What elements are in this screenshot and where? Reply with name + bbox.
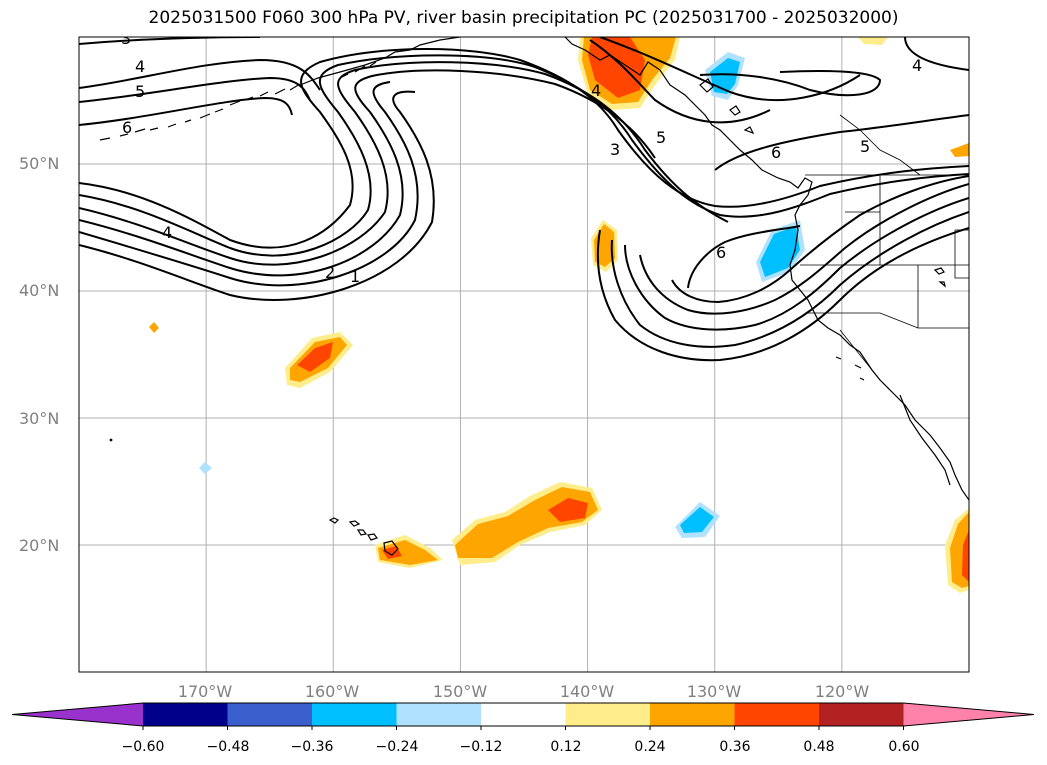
pv-contour-label: 4 [912, 56, 922, 75]
colorbar-tick-label: 0.36 [719, 739, 750, 755]
precip-patch-negative [680, 507, 714, 533]
precip-patch-negative [710, 58, 740, 94]
lon-tick-label: 130°W [687, 682, 742, 701]
lat-tick-label: 40°N [19, 281, 59, 300]
pv-contour-label: 4 [162, 223, 172, 242]
colorbar-tick-label: 0.60 [888, 739, 919, 755]
colorbar-tick-labels: −0.60 −0.48 −0.36 −0.24 −0.12 0.12 0.24 … [122, 739, 920, 755]
map-area: 3 4 5 6 4 2 1 4 3 5 6 6 4 5 [78, 29, 970, 673]
colorbar-tick-label: −0.12 [460, 739, 503, 755]
pv-contour-label: 4 [135, 57, 145, 76]
pv-contour-label: 6 [716, 243, 726, 262]
precip-patch-positive [297, 342, 333, 372]
precip-patch-positive [858, 37, 888, 45]
lon-tick-label: 170°W [178, 682, 233, 701]
colorbar-swatch [396, 703, 482, 726]
colorbar-swatch [734, 703, 820, 726]
colorbar-swatch [481, 703, 566, 726]
pv-contour-label: 6 [122, 118, 132, 137]
precip-patch-positive [950, 143, 969, 157]
colorbar-tick-label: 0.12 [550, 739, 581, 755]
lon-tick-label: 160°W [305, 682, 360, 701]
lat-tick-labels: 50°N 40°N 30°N 20°N [19, 154, 59, 555]
map-background [79, 37, 969, 672]
colorbar-tick-label: 0.48 [803, 739, 834, 755]
colorbar-swatch [565, 703, 651, 726]
precip-patch-positive [588, 37, 645, 98]
gridlines [79, 37, 969, 672]
precip-patch-positive [378, 540, 438, 565]
lat-tick-label: 30°N [19, 409, 59, 428]
colorbar-swatch [143, 703, 228, 726]
pv-contour-label: 5 [860, 137, 870, 156]
colorbar-swatch [312, 703, 397, 726]
colorbar-swatches [11, 702, 1035, 730]
pv-contour-label: 5 [135, 82, 145, 101]
pv-contour-label: 6 [771, 143, 781, 162]
lon-tick-label: 150°W [433, 682, 488, 701]
lat-tick-label: 20°N [19, 536, 59, 555]
pv-contour-label: 4 [591, 81, 601, 100]
colorbar-over-triangle [903, 703, 1034, 726]
colorbar-tick-label: −0.60 [122, 739, 165, 755]
colorbar-swatch [227, 703, 313, 726]
colorbar-under-triangle [12, 703, 143, 726]
lon-tick-label: 120°W [815, 682, 870, 701]
chart-title: 2025031500 F060 300 hPa PV, river basin … [148, 8, 899, 28]
colorbar-swatch [650, 703, 735, 726]
lon-tick-labels: 170°W 160°W 150°W 140°W 130°W 120°W [178, 682, 870, 701]
pv-contour-label: 1 [350, 267, 360, 286]
colorbar-tick-label: −0.24 [376, 739, 419, 755]
precip-patch-negative [199, 462, 212, 474]
precip-patch-positive [149, 322, 159, 333]
lat-tick-label: 50°N [19, 154, 59, 173]
precip-patch-positive [962, 530, 969, 582]
precip-patch-positive [548, 498, 588, 522]
map-frame [78, 36, 970, 673]
colorbar-swatch [819, 703, 904, 726]
pv-contours [79, 37, 969, 362]
coastlines [99, 37, 969, 556]
pv-contour-label: 5 [656, 128, 666, 147]
colorbar-tick-label: −0.48 [207, 739, 250, 755]
colorbar: −0.60 −0.48 −0.36 −0.24 −0.12 0.12 0.24 … [11, 702, 1035, 755]
pv-contour-label: 2 [325, 263, 335, 282]
lon-tick-label: 140°W [560, 682, 615, 701]
colorbar-tick-label: −0.36 [291, 739, 334, 755]
pv-contour-label: 3 [610, 140, 620, 159]
pv-contour-labels: 3 4 5 6 4 2 1 4 3 5 6 6 4 5 [121, 29, 922, 286]
colorbar-tick-label: 0.24 [634, 739, 665, 755]
pv-contour-label: 3 [121, 29, 131, 48]
